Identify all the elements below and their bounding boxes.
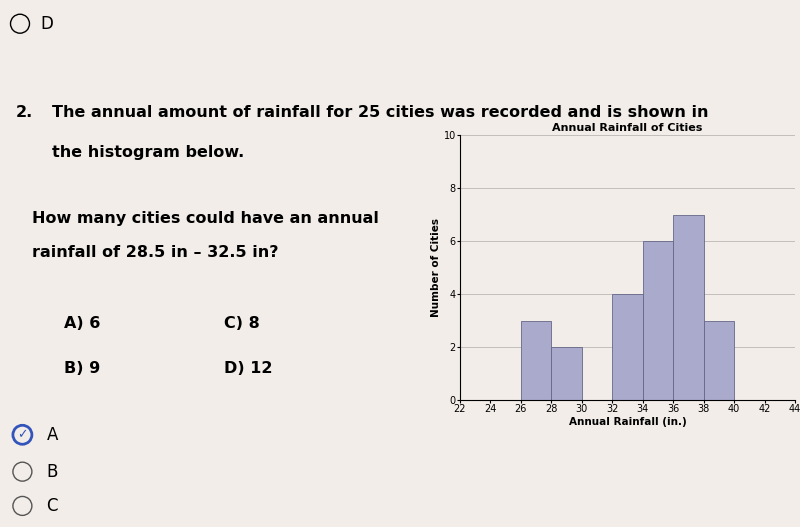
Text: A) 6: A) 6 — [64, 316, 100, 331]
Title: Annual Rainfall of Cities: Annual Rainfall of Cities — [552, 123, 702, 133]
Text: B: B — [46, 463, 58, 481]
Text: the histogram below.: the histogram below. — [52, 145, 244, 160]
Y-axis label: Number of Cities: Number of Cities — [431, 218, 441, 317]
Bar — [673, 214, 704, 400]
Text: ✓: ✓ — [17, 428, 28, 441]
Text: How many cities could have an annual: How many cities could have an annual — [32, 211, 379, 226]
Text: 2.: 2. — [16, 105, 34, 120]
Text: rainfall of 28.5 in – 32.5 in?: rainfall of 28.5 in – 32.5 in? — [32, 245, 278, 260]
X-axis label: Annual Rainfall (in.): Annual Rainfall (in.) — [569, 417, 686, 427]
Bar — [551, 347, 582, 400]
Text: B) 9: B) 9 — [64, 361, 100, 376]
Text: The annual amount of rainfall for 25 cities was recorded and is shown in: The annual amount of rainfall for 25 cit… — [52, 105, 709, 120]
Text: C) 8: C) 8 — [224, 316, 260, 331]
Bar — [704, 320, 734, 400]
Text: D: D — [40, 15, 53, 33]
Text: C: C — [46, 497, 58, 515]
Bar — [642, 241, 673, 400]
Bar — [521, 320, 551, 400]
Text: D) 12: D) 12 — [224, 361, 273, 376]
Bar — [612, 294, 642, 400]
Text: A: A — [46, 426, 58, 444]
